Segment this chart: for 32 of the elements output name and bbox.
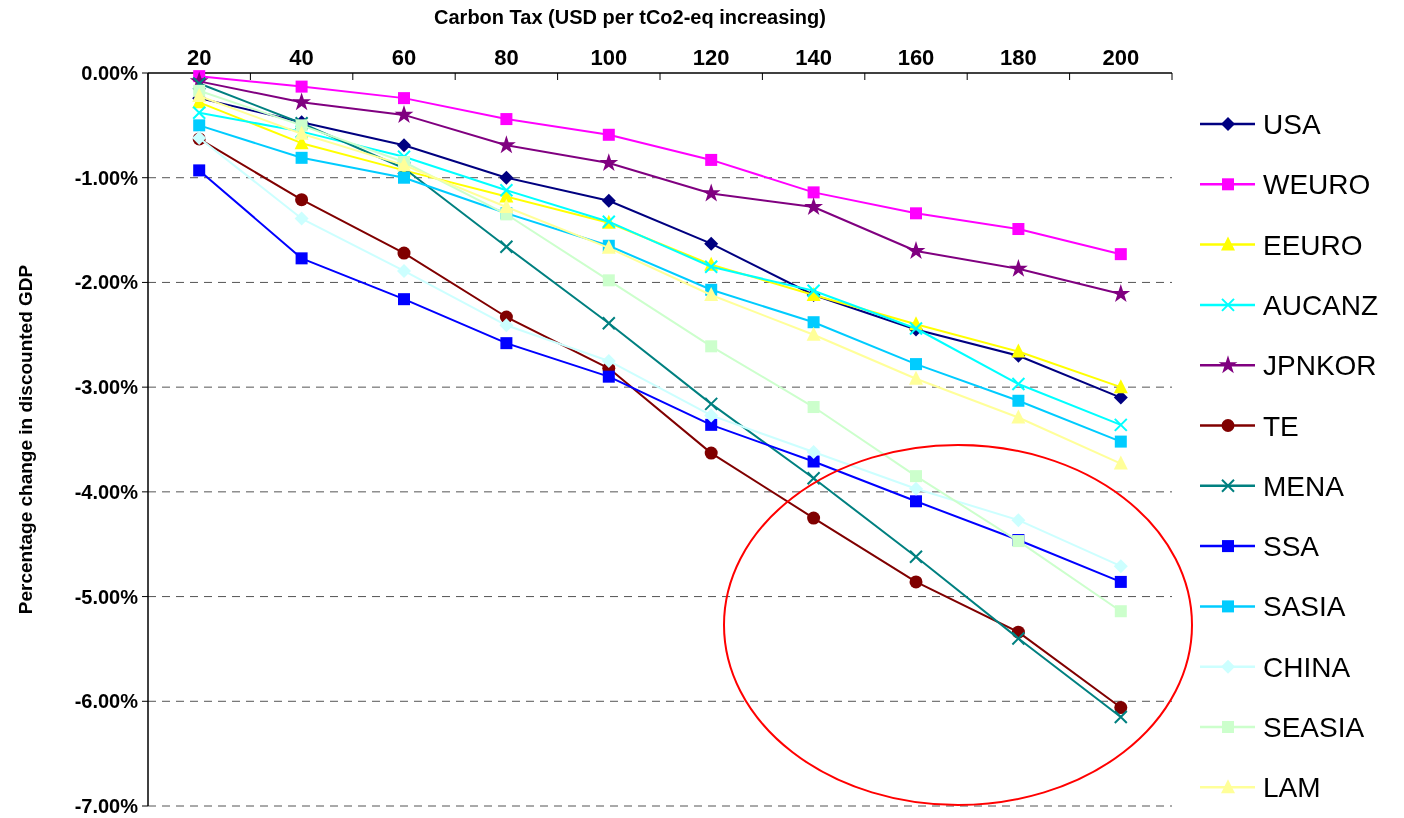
legend-label: SSA bbox=[1263, 531, 1320, 563]
y-tick-label: -6.00% bbox=[74, 690, 139, 713]
legend-label: SEASIA bbox=[1263, 712, 1365, 743]
chart-title: Carbon Tax (USD per tCo2-eq increasing) bbox=[434, 6, 826, 28]
x-tick-label: 60 bbox=[391, 45, 417, 70]
legend-label: USA bbox=[1263, 109, 1321, 140]
x-tick-label: 160 bbox=[897, 45, 935, 70]
x-tick-label: 80 bbox=[494, 45, 519, 70]
legend-label: CHINA bbox=[1263, 651, 1351, 683]
legend-label: JPNKOR bbox=[1263, 350, 1377, 382]
x-tick-label: 140 bbox=[795, 45, 832, 70]
y-tick-label: -7.00% bbox=[74, 795, 139, 817]
legend-label: EEURO bbox=[1263, 229, 1363, 261]
x-tick-label: 120 bbox=[692, 45, 730, 70]
legend-label: TE bbox=[1263, 410, 1299, 442]
x-tick-label: 200 bbox=[1102, 45, 1140, 70]
legend-label: LAM bbox=[1263, 772, 1321, 804]
y-tick-label: -2.00% bbox=[74, 271, 139, 294]
legend-label: SASIA bbox=[1263, 591, 1346, 623]
y-tick-label: 0.00% bbox=[81, 62, 139, 84]
y-tick-label: -3.00% bbox=[74, 376, 139, 399]
x-tick-label: 180 bbox=[1000, 45, 1037, 70]
legend-label: WEURO bbox=[1263, 169, 1371, 201]
y-tick-label: -4.00% bbox=[74, 480, 139, 503]
y-tick-label: -1.00% bbox=[74, 166, 139, 189]
x-tick-label: 100 bbox=[590, 45, 628, 70]
x-tick-label: 20 bbox=[186, 45, 212, 70]
y-tick-label: -5.00% bbox=[74, 585, 139, 608]
legend-label: AUCANZ bbox=[1263, 289, 1379, 321]
legend-label: MENA bbox=[1263, 470, 1345, 502]
x-tick-label: 40 bbox=[289, 45, 314, 70]
y-axis-title: Percentage change in discounted GDP bbox=[15, 264, 36, 615]
